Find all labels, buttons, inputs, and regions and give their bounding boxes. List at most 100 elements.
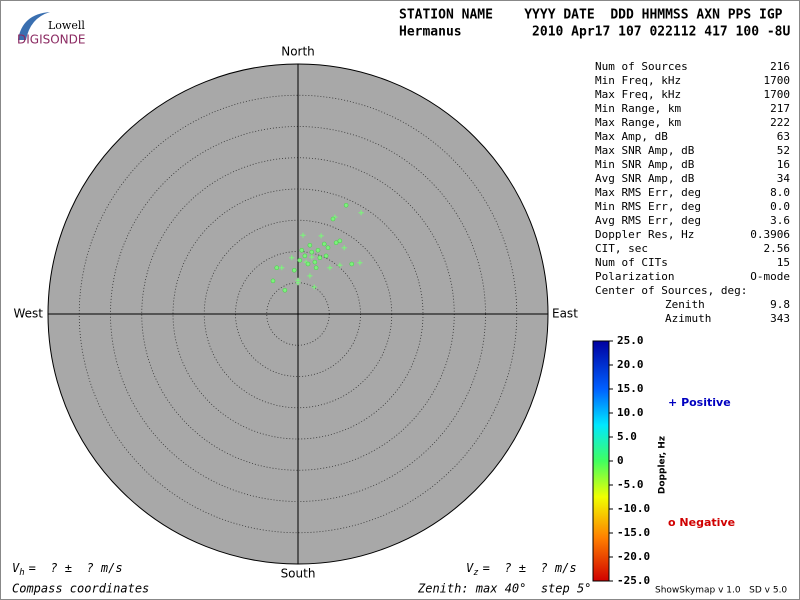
colorbar-tick-label: -5.0 bbox=[617, 478, 644, 491]
colorbar-tick-label: 0 bbox=[617, 454, 624, 467]
colorbar-tick-label: 25.0 bbox=[617, 334, 644, 347]
source-positive bbox=[289, 255, 295, 261]
stat-value: 63 bbox=[777, 130, 790, 143]
stat-value: 3.6 bbox=[770, 214, 790, 227]
source-positive bbox=[358, 210, 364, 216]
source-negative bbox=[343, 202, 349, 208]
source-negative bbox=[333, 240, 339, 246]
source-positive bbox=[311, 284, 317, 290]
stat-value: 217 bbox=[770, 102, 790, 115]
colorbar-tick-label: 10.0 bbox=[617, 406, 644, 419]
colorbar-tick-label: -25.0 bbox=[617, 574, 650, 587]
stat-value: 0.3906 bbox=[750, 228, 790, 241]
legend-negative: o Negative bbox=[668, 516, 735, 529]
value: = ? ± ? m/s bbox=[29, 561, 123, 575]
colorbar-tick-label: 20.0 bbox=[617, 358, 644, 371]
header-values: Hermanus 2010 Apr17 107 022112 417 100 -… bbox=[399, 25, 791, 40]
stat-label: Min RMS Err, deg bbox=[595, 200, 701, 213]
stat-value: 1700 bbox=[764, 74, 791, 87]
stat-value: 52 bbox=[777, 144, 790, 157]
stat-label: Min Range, km bbox=[595, 102, 681, 115]
stat-label: Num of CITs bbox=[595, 256, 668, 269]
legend-marker: + bbox=[668, 396, 677, 409]
stat-label: Center of Sources, deg: bbox=[595, 284, 747, 297]
zenith-note: Zenith: max 40° step 5° bbox=[417, 582, 591, 596]
stat-label: Avg RMS Err, deg bbox=[595, 214, 701, 227]
colorbar-tick-label: -15.0 bbox=[617, 526, 650, 539]
source-negative bbox=[312, 259, 318, 265]
stat-label: Max Freq, kHz bbox=[595, 88, 681, 101]
south-label: South bbox=[281, 567, 316, 581]
source-negative bbox=[323, 253, 329, 259]
source-positive bbox=[309, 254, 315, 260]
legend-marker: o bbox=[668, 516, 676, 529]
source-negative bbox=[313, 265, 319, 271]
source-negative bbox=[330, 216, 336, 222]
source-negative bbox=[317, 255, 323, 261]
stat-value: 16 bbox=[777, 158, 790, 171]
stat-label: Avg SNR Amp, dB bbox=[595, 172, 695, 185]
source-negative bbox=[309, 249, 315, 255]
subscript: h bbox=[19, 568, 24, 578]
source-negative bbox=[302, 253, 308, 259]
vz: Vz = ? ± ? m/s bbox=[466, 561, 577, 578]
source-negative bbox=[291, 267, 297, 273]
logo-top: Lowell bbox=[48, 19, 85, 32]
stat-label: Max Range, km bbox=[595, 116, 681, 129]
stat-label: CIT, sec bbox=[595, 242, 648, 255]
source-negative bbox=[325, 245, 331, 251]
logo-swoosh bbox=[18, 12, 50, 40]
source-negative bbox=[282, 287, 288, 293]
header-labels: STATION NAME YYYY DATE DDD HHMMSS AXN PP… bbox=[399, 8, 783, 23]
source-positive bbox=[279, 265, 285, 271]
source-negative bbox=[337, 238, 343, 244]
source-negative bbox=[299, 247, 305, 253]
source-positive bbox=[337, 262, 343, 268]
source-negative bbox=[349, 261, 355, 267]
subscript: z bbox=[473, 568, 478, 578]
source-negative bbox=[321, 241, 327, 247]
legend-text: Positive bbox=[681, 396, 731, 409]
stat-label: Min Freq, kHz bbox=[595, 74, 681, 87]
source-negative bbox=[307, 242, 313, 248]
source-positive bbox=[300, 232, 306, 238]
colorbar-tick-label: 15.0 bbox=[617, 382, 644, 395]
stat-value: 0.0 bbox=[770, 200, 790, 213]
stat-label: Min SNR Amp, dB bbox=[595, 158, 695, 171]
center-label: Azimuth bbox=[665, 312, 711, 325]
source-negative bbox=[315, 247, 321, 253]
west-label: West bbox=[13, 307, 43, 321]
source-negative bbox=[270, 278, 276, 284]
logo-bottom: DIGISONDE bbox=[17, 33, 85, 47]
stat-value: 15 bbox=[777, 256, 790, 269]
version: ShowSkymap v 1.0 SD v 5.0 bbox=[655, 586, 787, 596]
legend-text: Negative bbox=[679, 516, 735, 529]
value: = ? ± ? m/s bbox=[483, 561, 577, 575]
stat-value: 8.0 bbox=[770, 186, 790, 199]
north-label: North bbox=[281, 45, 315, 59]
center-value: 9.8 bbox=[770, 298, 790, 311]
stat-value: 216 bbox=[770, 60, 790, 73]
vh: Vh = ? ± ? m/s bbox=[12, 561, 123, 578]
source-negative bbox=[297, 257, 303, 263]
stat-value: 1700 bbox=[764, 88, 791, 101]
colorbar-tick-label: -10.0 bbox=[617, 502, 650, 515]
symbol: V bbox=[12, 561, 20, 575]
stat-value: 2.56 bbox=[764, 242, 791, 255]
colorbar-tick-label: -20.0 bbox=[617, 550, 650, 563]
stat-label: Num of Sources bbox=[595, 60, 688, 73]
source-positive bbox=[307, 273, 313, 279]
symbol: V bbox=[466, 561, 474, 575]
stat-label: Polarization bbox=[595, 270, 674, 283]
source-positive bbox=[327, 265, 333, 271]
legend-positive: + Positive bbox=[668, 396, 731, 409]
stat-label: Max SNR Amp, dB bbox=[595, 144, 695, 157]
stat-value: 34 bbox=[777, 172, 791, 185]
source-positive bbox=[295, 277, 301, 283]
source-positive bbox=[318, 233, 324, 239]
polar-plot bbox=[47, 63, 549, 565]
colorbar bbox=[592, 340, 610, 582]
colorbar-label: Doppler, Hz bbox=[658, 436, 668, 494]
center-value: 343 bbox=[770, 312, 790, 325]
